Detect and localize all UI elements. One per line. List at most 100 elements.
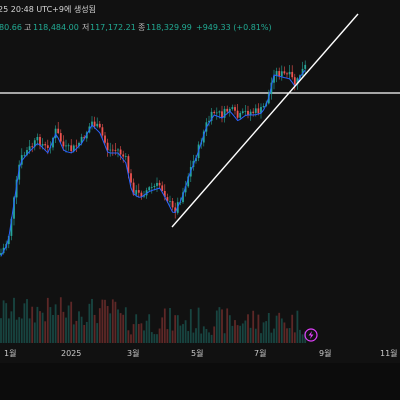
candle-body	[96, 123, 99, 127]
candle-body	[184, 186, 187, 193]
volume-bar	[166, 329, 169, 343]
volume-bar	[145, 320, 148, 343]
volume-bar	[156, 334, 158, 343]
candle-body	[260, 107, 262, 114]
candle-body	[72, 145, 75, 152]
volume-bar	[210, 334, 213, 343]
timestamp-label: 25 20:48 UTC+9에 생성됨	[0, 4, 96, 14]
candle-body	[241, 111, 244, 114]
open-value: 80.66	[0, 23, 22, 32]
volume-bar	[10, 311, 13, 343]
volume-bar	[174, 315, 177, 343]
volume-bar	[283, 322, 286, 343]
candle-body	[208, 120, 210, 123]
candle-body	[41, 144, 44, 146]
volume-bar	[83, 324, 86, 343]
candle-body	[18, 164, 21, 180]
volume-bar	[296, 310, 299, 343]
volume-bar	[23, 303, 26, 343]
candle-body	[231, 107, 234, 109]
candle-body	[153, 185, 156, 188]
candle-body	[226, 108, 229, 112]
volume-bar	[15, 319, 18, 343]
volume-bar	[70, 301, 73, 343]
volume-bar	[278, 312, 281, 343]
volume-bar	[286, 328, 288, 343]
volume-bar	[54, 304, 57, 343]
candle-body	[36, 136, 39, 141]
candle-body	[114, 149, 117, 151]
candle-body	[221, 111, 223, 118]
low-label: 저	[82, 23, 89, 32]
volume-bar	[153, 334, 156, 343]
volume-bar	[197, 307, 200, 343]
candle-body	[46, 145, 49, 148]
candle-body	[218, 111, 221, 113]
candle-body	[119, 149, 122, 155]
volume-bar	[72, 324, 75, 343]
time-axis	[0, 344, 400, 362]
candle-body	[158, 182, 161, 186]
volume-bar	[5, 303, 8, 343]
volume-bar	[252, 310, 255, 343]
volume-bar	[192, 332, 195, 343]
candle-body	[236, 110, 239, 118]
x-tick-label: 2025	[61, 349, 81, 358]
candle-body	[140, 192, 143, 197]
candle-body	[93, 121, 96, 127]
candle-body	[80, 136, 83, 143]
candle-body	[28, 146, 31, 151]
candle-body	[20, 155, 23, 165]
candle-body	[23, 154, 26, 156]
volume-bar	[267, 312, 270, 343]
candle-body	[124, 156, 127, 157]
volume-bar	[231, 325, 234, 343]
candle-body	[156, 182, 158, 186]
volume-bar	[228, 315, 231, 343]
volume-bar	[244, 320, 247, 343]
volume-bar	[0, 318, 2, 343]
volume-bar	[226, 308, 229, 343]
candle-body	[91, 121, 93, 127]
volume-bar	[241, 323, 244, 343]
candle-body	[117, 149, 119, 151]
x-tick-label: 1월	[4, 348, 16, 358]
candle-body	[148, 187, 151, 191]
volume-bar	[28, 318, 31, 343]
volume-bar	[205, 328, 208, 343]
volume-bar	[176, 315, 179, 343]
volume-bar	[218, 307, 221, 343]
candle-body	[39, 136, 41, 146]
volume-bar	[257, 314, 260, 343]
volume-bar	[132, 324, 135, 343]
candle-body	[33, 140, 36, 147]
volume-bar	[117, 309, 119, 343]
candle-body	[31, 146, 34, 148]
candle-body	[13, 197, 15, 219]
volume-bar	[106, 306, 109, 343]
candle-body	[62, 141, 65, 147]
volume-bar	[91, 298, 93, 343]
lightning-icon[interactable]	[304, 328, 318, 342]
high-value: 118,484.00	[33, 23, 79, 32]
volume-bar	[52, 314, 54, 343]
volume-bar	[275, 315, 278, 343]
trendline[interactable]	[171, 13, 359, 228]
candle-body	[75, 145, 78, 147]
volume-bar	[88, 303, 91, 343]
candle-body	[150, 187, 153, 188]
x-tick-label: 9월	[319, 348, 331, 358]
candle-body	[234, 107, 236, 111]
bottom-bar	[0, 363, 400, 400]
volume-bar	[293, 332, 296, 343]
candle-body	[98, 123, 101, 128]
volume-bar	[291, 314, 294, 343]
volume-bar	[124, 307, 127, 343]
volume-bar	[299, 329, 301, 343]
candle-body	[288, 71, 291, 75]
candle-body	[228, 108, 231, 112]
candle-body	[65, 145, 67, 147]
